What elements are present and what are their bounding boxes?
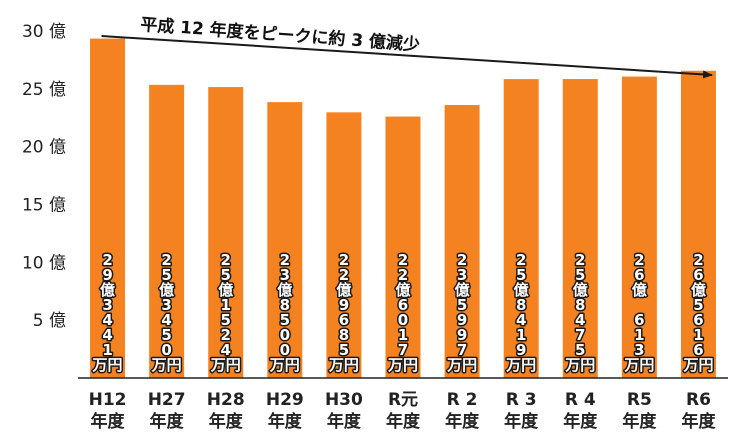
x-tick-label: R 4 年度	[563, 390, 598, 432]
x-tick-label: R 2 年度	[445, 390, 480, 432]
x-tick-label: H27 年度	[148, 390, 186, 432]
bar	[208, 87, 244, 379]
data-label: 2 9 億 3 4 4 1 万円	[92, 251, 123, 374]
data-label: 2 5 億 8 4 7 5 万円	[564, 251, 595, 374]
data-label: 2 5 億 1 5 2 4 万円	[210, 251, 241, 374]
x-tick-label: H30 年度	[325, 390, 363, 432]
bar	[90, 38, 126, 378]
data-label: 2 6 億 5 6 1 6 万円	[682, 251, 713, 374]
bar	[326, 112, 362, 378]
bar	[680, 70, 716, 379]
y-tick-label: 10 億	[22, 253, 66, 273]
bars	[90, 38, 716, 379]
x-tick-label: R6 年度	[681, 390, 716, 432]
y-tick-label: 25 億	[22, 80, 66, 100]
data-label: 2 3 億 8 5 0 0 万円	[269, 251, 300, 374]
data-label: 2 2 億 6 0 1 7 万円	[387, 251, 418, 374]
y-axis-ticks: 5 億 10 億 15 億 20 億 25 億 30 億	[22, 22, 66, 331]
x-axis-ticks: H12 年度 H27 年度 H28 年度 H29 年度 H30 年度 R元年度 R 2 年度 R 3 年度 R…	[89, 390, 717, 432]
bar	[149, 84, 185, 378]
bar	[385, 116, 421, 378]
data-label: 2 3 億 5 9 9 7 万円	[446, 251, 477, 374]
data-label: 2 2 億 9 6 8 5 万円	[328, 251, 359, 374]
x-tick-label: H12 年度	[89, 390, 127, 432]
bar	[444, 105, 480, 378]
bar	[562, 79, 598, 379]
data-label: 2 5 億 8 4 1 9 万円	[505, 251, 536, 374]
data-label: 2 5 億 3 4 5 0 万円	[151, 251, 182, 374]
x-tick-label: R5 年度	[622, 390, 657, 432]
data-labels: 2 9 億 3 4 4 1 万円 2 5 億 3 4 5 0 万円 2 5 億 1 5 2 4 万円 2 3 億 8 5 0 0 万円 2 2 億 9…	[90, 250, 715, 376]
x-tick-label: H29 年度	[266, 390, 304, 432]
bar	[621, 76, 657, 379]
y-tick-label: 5 億	[33, 311, 66, 331]
annotation-text: 平成 12 年度をピークに約 3 億減少	[140, 14, 421, 55]
x-tick-label: R 3 年度	[504, 390, 539, 432]
y-tick-label: 20 億	[22, 138, 66, 158]
y-tick-label: 15 億	[22, 196, 66, 216]
x-tick-label: R元年度	[386, 390, 421, 432]
x-tick-label: H28 年度	[207, 390, 245, 432]
trend-arrow	[101, 35, 713, 79]
bar	[503, 79, 539, 378]
bar	[267, 102, 303, 378]
y-tick-label: 30 億	[22, 22, 66, 42]
